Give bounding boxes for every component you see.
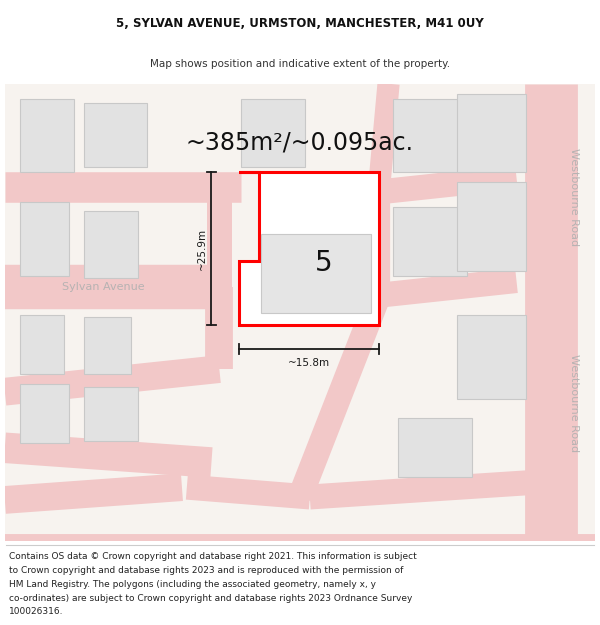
Text: HM Land Registry. The polygons (including the associated geometry, namely x, y: HM Land Registry. The polygons (includin… xyxy=(9,580,376,589)
Polygon shape xyxy=(239,173,379,325)
Bar xyxy=(457,94,526,172)
Text: ~25.9m: ~25.9m xyxy=(197,228,206,269)
Text: 5: 5 xyxy=(315,249,332,278)
Bar xyxy=(20,202,69,276)
Bar xyxy=(83,103,148,168)
Text: co-ordinates) are subject to Crown copyright and database rights 2023 Ordnance S: co-ordinates) are subject to Crown copyr… xyxy=(9,594,412,602)
Bar xyxy=(457,315,526,399)
Bar xyxy=(394,207,467,276)
Bar xyxy=(394,99,472,172)
Text: Sylvan Avenue: Sylvan Avenue xyxy=(62,282,145,292)
Text: ~385m²/~0.095ac.: ~385m²/~0.095ac. xyxy=(186,131,414,155)
Text: 5, SYLVAN AVENUE, URMSTON, MANCHESTER, M41 0UY: 5, SYLVAN AVENUE, URMSTON, MANCHESTER, M… xyxy=(116,17,484,30)
Bar xyxy=(20,315,64,374)
Text: Westbourne Road: Westbourne Road xyxy=(569,354,578,452)
Bar xyxy=(83,211,137,278)
Bar xyxy=(20,99,74,172)
Text: Westbourne Road: Westbourne Road xyxy=(569,148,578,246)
Bar xyxy=(457,182,526,271)
Bar xyxy=(83,317,131,374)
Text: ~15.8m: ~15.8m xyxy=(288,358,330,368)
Text: to Crown copyright and database rights 2023 and is reproduced with the permissio: to Crown copyright and database rights 2… xyxy=(9,566,403,575)
Bar xyxy=(260,234,371,313)
Text: 100026316.: 100026316. xyxy=(9,608,64,616)
Bar xyxy=(241,99,305,168)
Bar xyxy=(83,387,137,441)
Text: Contains OS data © Crown copyright and database right 2021. This information is : Contains OS data © Crown copyright and d… xyxy=(9,552,417,561)
Bar xyxy=(398,418,472,478)
Text: Map shows position and indicative extent of the property.: Map shows position and indicative extent… xyxy=(150,59,450,69)
Bar xyxy=(20,384,69,443)
